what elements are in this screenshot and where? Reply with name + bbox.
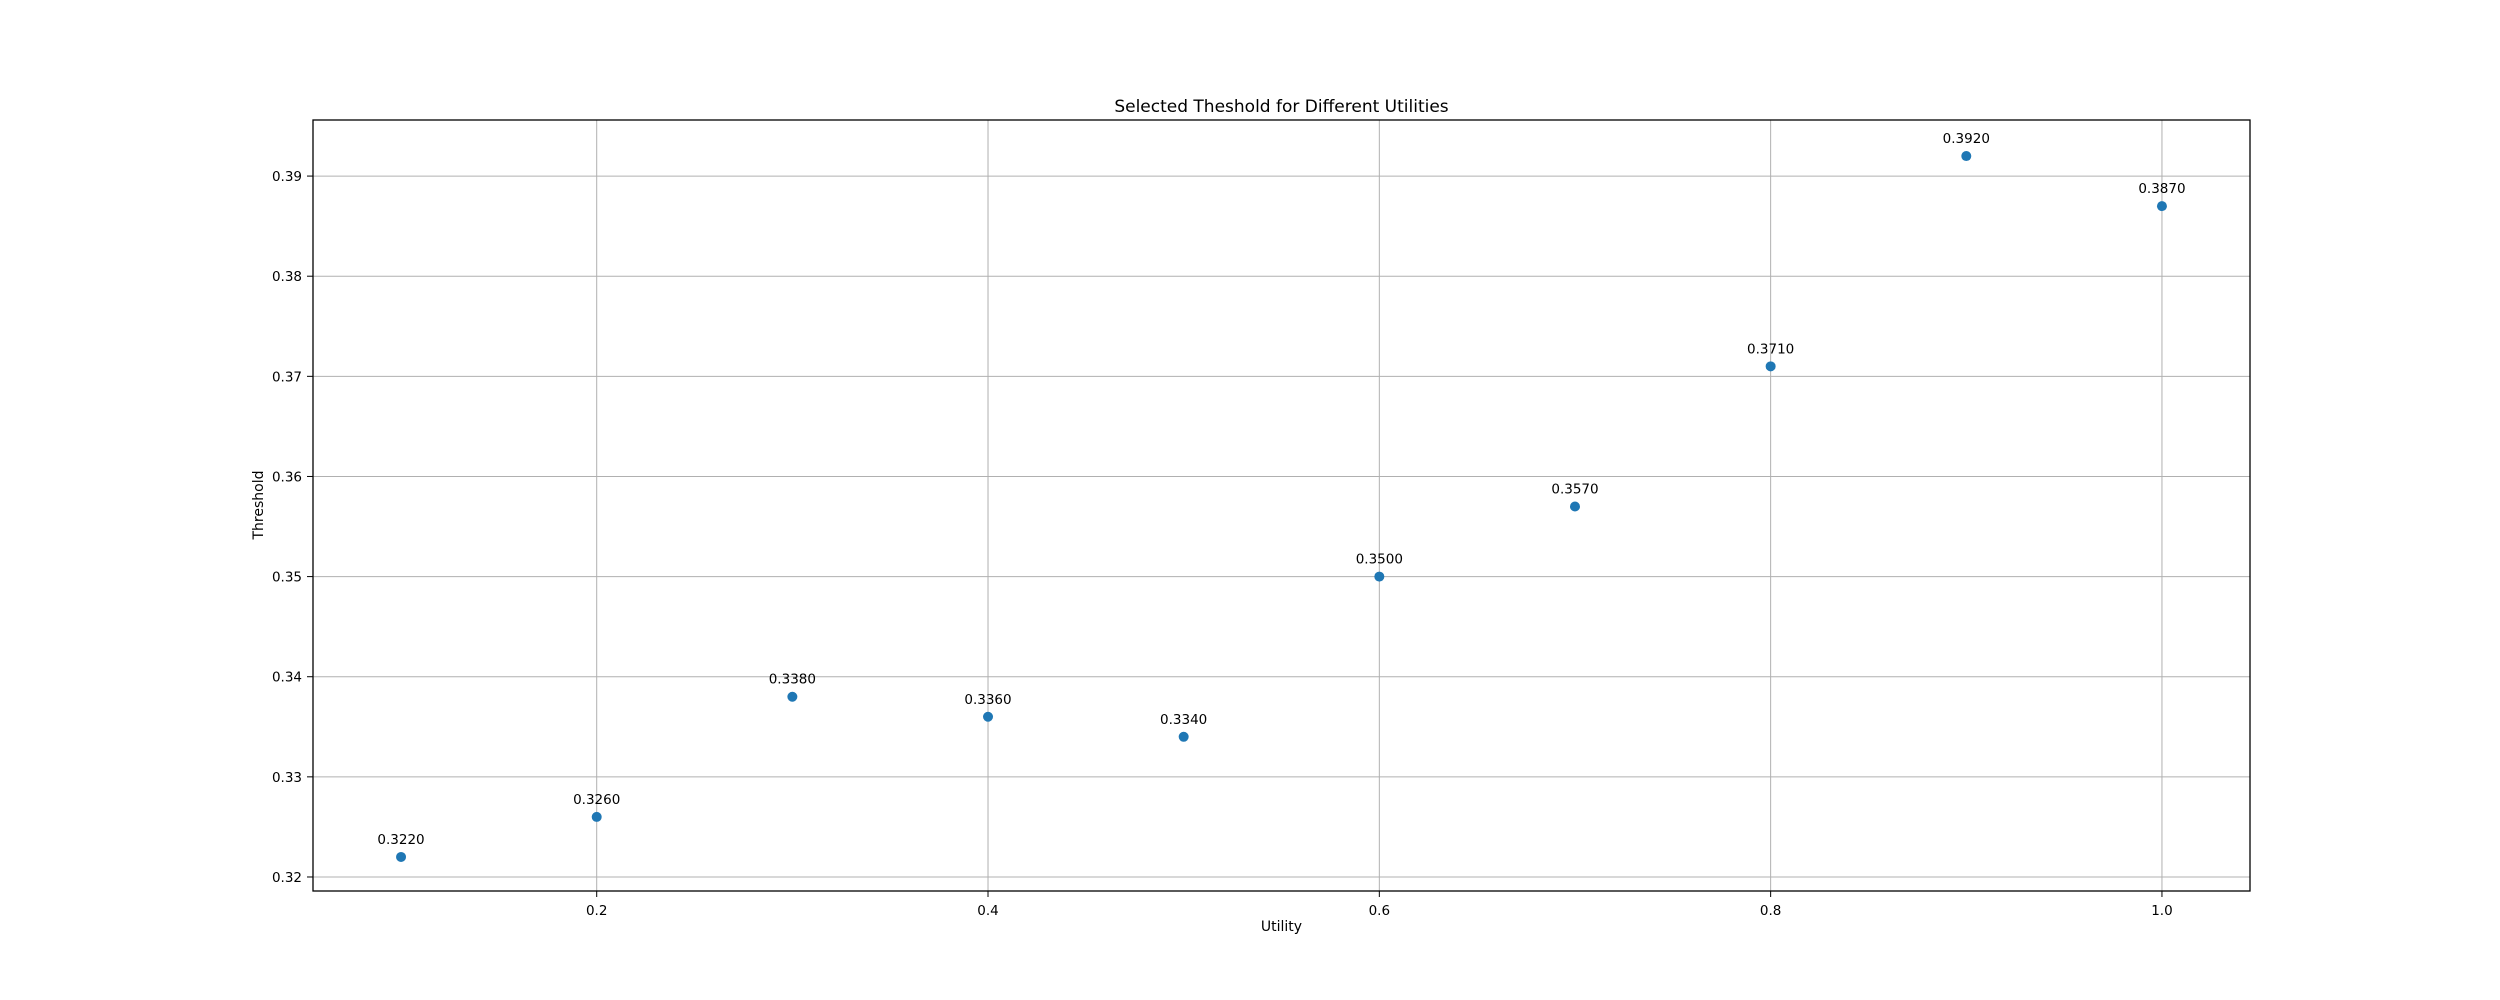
x-axis-label: Utility xyxy=(1261,919,1302,935)
y-tick-label: 0.36 xyxy=(272,469,302,485)
data-point xyxy=(591,811,602,822)
data-labels: 0.3220 0.3260 0.3380 0.3360 0.3340 0.3500 0.35… xyxy=(377,131,2185,848)
data-point xyxy=(787,691,798,702)
y-tick-label: 0.33 xyxy=(272,770,302,786)
data-point-label: 0.3260 xyxy=(573,792,620,808)
y-tick-label: 0.39 xyxy=(272,169,302,185)
data-point-label: 0.3710 xyxy=(1747,341,1794,357)
data-point-label: 0.3570 xyxy=(1551,482,1598,498)
x-tick-label: 0.4 xyxy=(977,903,998,919)
y-tick-label: 0.34 xyxy=(272,670,302,686)
data-point-label: 0.3360 xyxy=(964,692,1011,708)
x-tick-label: 0.2 xyxy=(586,903,607,919)
data-point xyxy=(1178,731,1189,742)
plot-frame xyxy=(312,119,2251,892)
data-point-label: 0.3220 xyxy=(377,832,424,848)
grid xyxy=(313,120,2250,891)
x-tick-label: 1.0 xyxy=(2151,903,2172,919)
chart-title: Selected Theshold for Different Utilitie… xyxy=(1114,97,1448,117)
data-point-label: 0.3340 xyxy=(1160,712,1207,728)
data-point-label: 0.3500 xyxy=(1356,552,1403,568)
data-points xyxy=(396,151,2167,862)
data-point xyxy=(1374,571,1385,582)
y-tick-label: 0.35 xyxy=(272,570,302,586)
x-tick-label: 0.6 xyxy=(1369,903,1390,919)
data-point xyxy=(396,851,407,862)
y-tick-label: 0.38 xyxy=(272,269,302,285)
data-point-label: 0.3920 xyxy=(1943,131,1990,147)
data-point xyxy=(1569,501,1580,512)
data-point xyxy=(1765,361,1776,372)
y-tick-label: 0.37 xyxy=(272,369,302,385)
data-point-label: 0.3870 xyxy=(2138,181,2185,197)
y-axis-label: Threshold xyxy=(251,471,267,541)
y-tick-label: 0.32 xyxy=(272,870,302,886)
x-tick-label: 0.8 xyxy=(1760,903,1781,919)
data-point-label: 0.3380 xyxy=(769,672,816,688)
data-point xyxy=(1961,151,1972,162)
axis-ticks: 0.2 0.4 0.6 0.8 1.0 0.32 0.33 0.34 0.35 0.36 0.37 0… xyxy=(272,169,2173,919)
data-point xyxy=(983,711,994,722)
data-point xyxy=(2156,201,2167,212)
